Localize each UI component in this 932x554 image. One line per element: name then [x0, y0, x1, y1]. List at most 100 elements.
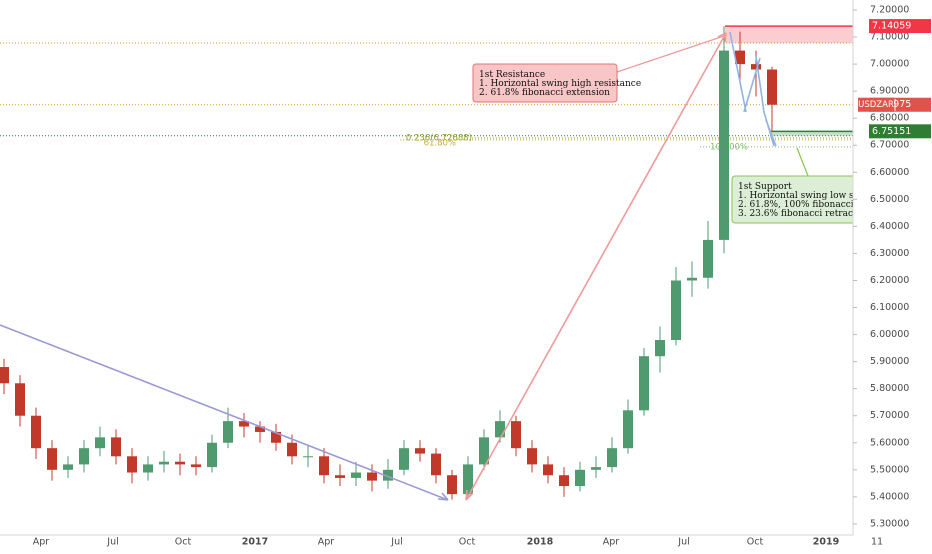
- trend-line: [0, 324, 449, 501]
- x-tick-label: 2017: [242, 537, 268, 548]
- candle-body: [95, 437, 105, 449]
- candle-body: [143, 464, 153, 473]
- y-tick-label: 6.70000: [870, 140, 909, 151]
- resistance-callout: 1st Resistance 1. Horizontal swing high …: [472, 63, 641, 103]
- fib-label: 61.80%: [424, 138, 456, 148]
- y-tick-label: 6.10000: [870, 302, 909, 313]
- resistance-tag: 7.14059: [872, 21, 911, 32]
- callout-title: 1st Resistance: [479, 70, 545, 80]
- x-tick-label: Jul: [106, 537, 118, 548]
- x-tick-label: Jul: [390, 537, 402, 548]
- y-tick-label: 5.50000: [870, 464, 909, 475]
- y-tick-label: 5.30000: [870, 518, 909, 529]
- candle-body: [0, 367, 9, 384]
- candle-body: [111, 437, 121, 457]
- connector: [796, 147, 809, 177]
- resistance-tag-bg: [869, 19, 931, 34]
- zone: [725, 26, 853, 44]
- y-tick-label: 6.20000: [870, 275, 909, 286]
- y-tick-label: 7.20000: [870, 5, 909, 16]
- candle-body: [511, 421, 521, 449]
- x-tick-label: Oct: [175, 537, 192, 548]
- candle-body: [687, 277, 697, 281]
- candle-body: [463, 464, 473, 495]
- candle-body: [719, 50, 729, 240]
- y-tick-label: 5.90000: [870, 356, 909, 367]
- time-axis: [0, 535, 932, 550]
- candle-body: [671, 280, 681, 340]
- candle-body: [607, 448, 617, 468]
- candle-body: [255, 426, 265, 432]
- y-tick-label: 6.40000: [870, 221, 909, 232]
- candle-body: [239, 421, 249, 427]
- candles: [0, 26, 777, 500]
- y-tick-label: 5.40000: [870, 491, 909, 502]
- candle-body: [495, 421, 505, 438]
- x-tick-label: Jul: [677, 537, 689, 548]
- y-tick-label: 6.60000: [870, 167, 909, 178]
- x-tick-label: Oct: [747, 537, 764, 548]
- callout-title: 1st Support: [738, 182, 792, 192]
- candle-body: [271, 431, 281, 443]
- y-tick-label: 7.00000: [870, 59, 909, 70]
- support-tag: 6.75151: [872, 126, 911, 137]
- candle-body: [431, 453, 441, 476]
- zone: [770, 131, 853, 136]
- connector: [616, 35, 725, 73]
- x-tick-label: Oct: [459, 537, 476, 548]
- x-tick-label: 2018: [527, 537, 554, 548]
- candle-body: [175, 461, 185, 465]
- y-tick-label: 6.50000: [870, 194, 909, 205]
- y-tick-label: 6.90000: [870, 86, 909, 97]
- candle-body: [383, 469, 393, 481]
- candle-body: [15, 383, 25, 416]
- symbol-tag-bg: [858, 97, 894, 112]
- candle-body: [47, 448, 57, 470]
- candle-body: [287, 442, 297, 457]
- candle-body: [335, 475, 345, 478]
- levels: 0.236(6.72688)61.80% 100.00%: [0, 25, 853, 152]
- y-tick-label: 7.10000: [870, 32, 909, 43]
- candle-body: [559, 475, 569, 487]
- callout-box: [472, 63, 618, 103]
- candle-body: [591, 467, 601, 470]
- candle-body: [639, 356, 649, 411]
- y-tick-label: 5.80000: [870, 383, 909, 394]
- candle-body: [207, 442, 217, 468]
- candle-body: [751, 64, 761, 70]
- x-tick-label: 2019: [813, 537, 839, 548]
- candle-body: [79, 448, 89, 465]
- symbol-tag: USDZAR: [858, 100, 894, 110]
- x-tick-label: Apr: [603, 537, 620, 548]
- candle-body: [527, 448, 537, 465]
- candle-body: [575, 469, 585, 487]
- support-callout: 1st Support 1. Horizontal swing low supp…: [731, 175, 901, 224]
- y-tick-label: 6.00000: [870, 329, 909, 340]
- candle-body: [63, 464, 73, 470]
- candle-body: [367, 472, 377, 481]
- candle-body: [399, 448, 409, 470]
- candle-body: [623, 410, 633, 449]
- candle-body: [703, 239, 713, 278]
- candle-body: [447, 475, 457, 495]
- candle-body: [191, 464, 201, 468]
- swing-arrows: [729, 31, 777, 147]
- price-axis: [853, 0, 932, 550]
- y-tick-label: 6.30000: [870, 248, 909, 259]
- y-tick-label: 5.60000: [870, 437, 909, 448]
- callout-line: 1. Horizontal swing low support: [738, 191, 885, 201]
- candle-body: [655, 339, 665, 357]
- candle-body: [351, 472, 361, 478]
- candle-body: [415, 448, 425, 454]
- candle-body: [767, 69, 777, 105]
- candle-body: [303, 456, 313, 458]
- callout-line: 3. 23.6% fibonacci retracement: [738, 209, 882, 219]
- candle-body: [479, 437, 489, 465]
- arrow-head: [465, 32, 727, 501]
- candle-body: [223, 421, 233, 443]
- drawings: [0, 31, 809, 501]
- y-tick-label: 6.80000: [870, 113, 909, 124]
